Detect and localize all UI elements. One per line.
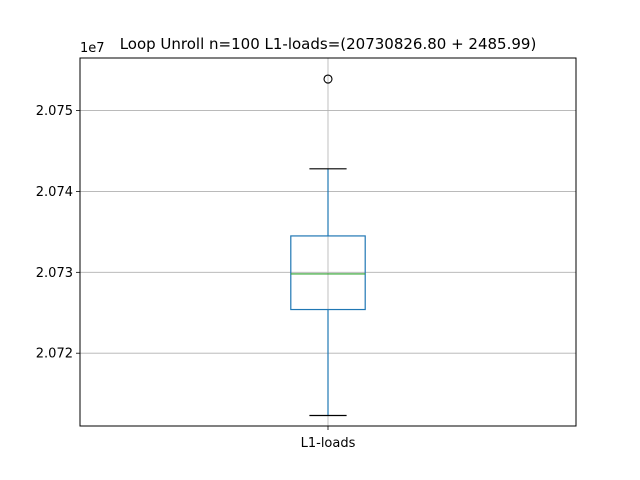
y-tick-label: 2.072 xyxy=(36,347,73,362)
y-tick-label: 2.075 xyxy=(36,104,73,119)
y-tick-label: 2.074 xyxy=(36,185,73,200)
outlier-point xyxy=(323,74,333,84)
interquartile-box xyxy=(290,235,366,311)
axis-layer: 2.072 2.073 2.074 2.075 L1-loads xyxy=(36,104,356,451)
y-tick-label: 2.073 xyxy=(36,266,73,281)
x-tick-label: L1-loads xyxy=(301,436,356,451)
plot-layer xyxy=(290,74,366,417)
chart-title: Loop Unroll n=100 L1-loads=(20730826.80 … xyxy=(120,35,537,53)
y-axis-offset-label: 1e7 xyxy=(80,41,105,56)
